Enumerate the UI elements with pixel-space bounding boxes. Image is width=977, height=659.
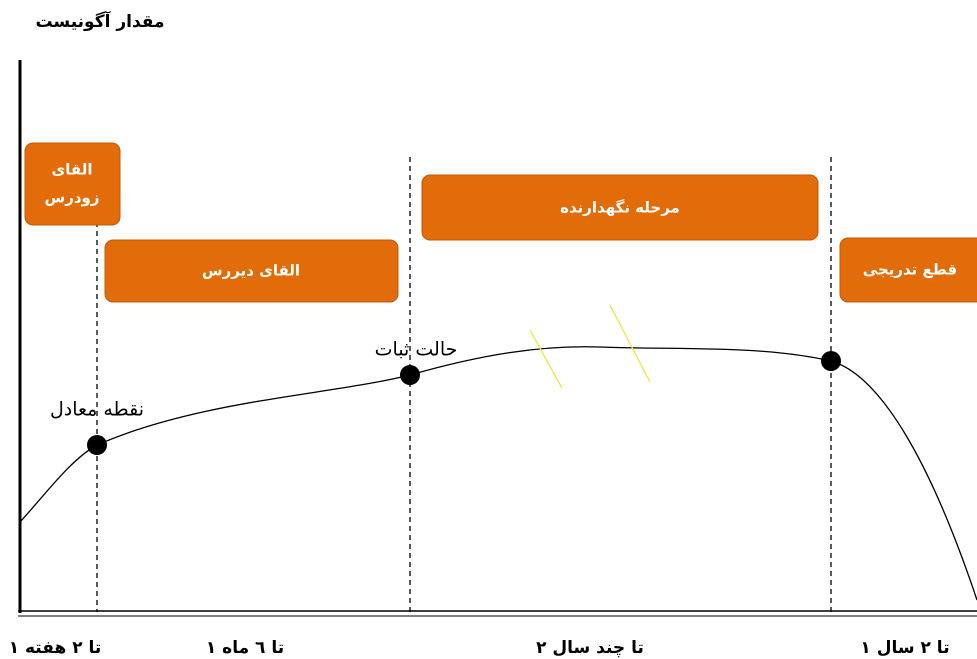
x-label: ۱ تا ۲ هفته [9, 638, 102, 658]
box-text: زودرس [45, 189, 100, 207]
point-label: نقطه معادل [50, 399, 144, 421]
x-label: ۲ تا چند سال [536, 638, 644, 658]
box-text: القای [52, 161, 93, 179]
phase-box [24, 142, 121, 226]
break-mark [609, 304, 651, 383]
point [87, 435, 107, 455]
title: مقدار آگونیست [35, 10, 164, 32]
break-mark [529, 329, 563, 389]
curve [19, 346, 977, 601]
point [400, 365, 420, 385]
box-text: قطع تدریجی [863, 261, 957, 279]
point-label: حالت ثبات [375, 339, 458, 361]
box-text: القای دیررس [202, 262, 300, 280]
phase-box [421, 174, 819, 241]
phase-box [839, 237, 977, 303]
x-label: ۱ تا ۲ سال [860, 638, 949, 658]
point [821, 351, 841, 371]
box-text: مرحله نگهدارنده [560, 199, 680, 217]
phase-box [104, 239, 399, 303]
x-label: ۱ تا ٦ ماه [206, 638, 284, 658]
